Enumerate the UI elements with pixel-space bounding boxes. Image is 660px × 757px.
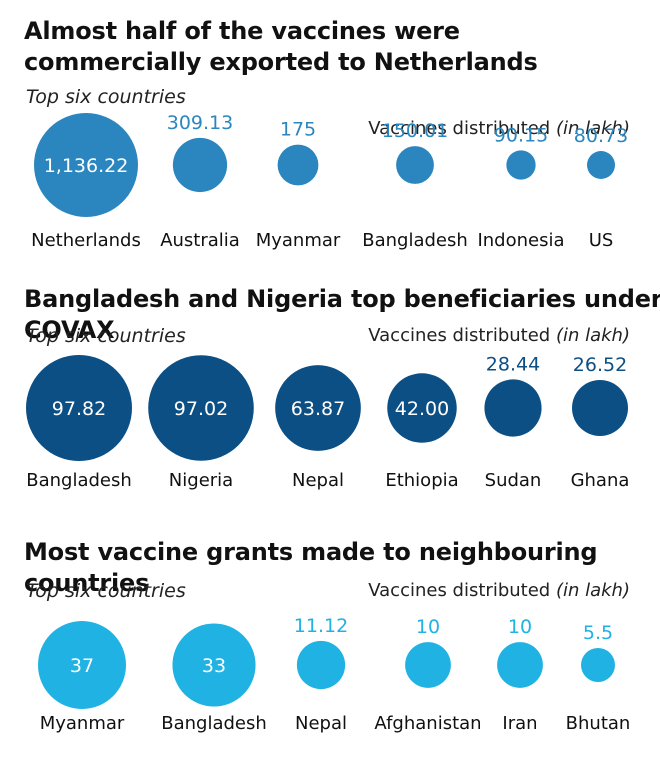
category-label: Bhutan [566, 713, 631, 734]
bubble-myanmar [38, 621, 126, 709]
category-label: Nepal [292, 470, 344, 491]
value-label: 90.15 [494, 124, 548, 146]
chart-subtitle: Top six countries [26, 580, 186, 602]
value-label: 97.82 [52, 398, 106, 420]
unit-label-text: Vaccines distributed [368, 580, 551, 601]
value-label: 33 [202, 655, 226, 677]
bubble-nepal [275, 365, 361, 451]
category-label: Myanmar [40, 713, 125, 734]
value-label: 175 [280, 119, 316, 141]
value-label: 309.13 [167, 112, 233, 134]
value-label: 5.5 [583, 622, 613, 644]
category-label: Afghanistan [374, 713, 481, 734]
bubble-chart: 37 Myanmar 33 Bangladesh 11.12 Nepal 10 Afghani… [38, 615, 631, 734]
bubble-australia [172, 137, 228, 193]
chart-title: Most vaccine grants made to neighbouring… [24, 538, 598, 597]
bubble-ghana [572, 380, 628, 436]
value-label: 11.12 [294, 615, 348, 637]
chart-subtitle: Top six countries [26, 86, 186, 108]
bubble-chart: 1,136.22 Netherlands 309.13 Australia 175 Mya… [31, 112, 628, 251]
value-label: 80.73 [574, 125, 628, 147]
bubble-bangladesh [396, 146, 434, 184]
bubble-ethiopia [387, 373, 457, 443]
category-label: Netherlands [31, 230, 141, 251]
chart-title: Almost half of the vaccines were commerc… [24, 17, 538, 76]
category-label: Nigeria [169, 470, 233, 491]
chart-title: Bangladesh and Nigeria top beneficiaries… [24, 285, 660, 344]
category-label: Bangladesh [161, 713, 267, 734]
bubble-afghanistan [405, 642, 451, 688]
bubble-netherlands [34, 113, 138, 217]
bubble-sudan [484, 379, 542, 437]
bubble-nigeria [148, 355, 254, 461]
chart-panel-grants: Most vaccine grants made to neighbouring… [0, 515, 660, 757]
bubble-bangladesh [26, 355, 132, 461]
category-label: Sudan [485, 470, 542, 491]
unit-label-text: Vaccines distributed [368, 325, 551, 346]
category-label: Bangladesh [362, 230, 468, 251]
bubble-myanmar [277, 144, 319, 186]
chart-panel-covax: Bangladesh and Nigeria top beneficiaries… [0, 260, 660, 515]
bubble-iran [497, 642, 543, 688]
chart-panel-commercial: Almost half of the vaccines were commerc… [0, 0, 660, 260]
value-label: 26.52 [573, 354, 627, 376]
value-label: 1,136.22 [44, 155, 129, 177]
unit-label: Vaccines distributed (in lakh) [368, 579, 630, 603]
unit-suffix: (in lakh) [555, 118, 630, 139]
bubble-bhutan [581, 648, 615, 682]
unit-label: Vaccines distributed (in lakh) [368, 117, 630, 141]
category-label: Ethiopia [385, 470, 458, 491]
category-label: Iran [502, 713, 537, 734]
category-label: Australia [160, 230, 240, 251]
category-label: US [589, 230, 614, 251]
value-label: 37 [70, 655, 94, 677]
bubble-nepal [296, 640, 346, 690]
bubble-chart: 97.82 Bangladesh 97.02 Nigeria 63.87 Nepal 42.… [26, 353, 630, 491]
category-label: Ghana [571, 470, 630, 491]
category-label: Nepal [295, 713, 347, 734]
value-label: 63.87 [291, 398, 345, 420]
category-label: Indonesia [477, 230, 564, 251]
category-label: Bangladesh [26, 470, 132, 491]
bubble-indonesia [506, 150, 536, 180]
unit-label: Vaccines distributed (in lakh) [368, 324, 630, 348]
unit-suffix: (in lakh) [555, 325, 630, 346]
value-label: 28.44 [486, 353, 540, 375]
value-label: 10 [416, 616, 440, 638]
bubble-bangladesh [172, 623, 256, 707]
value-label: 150.01 [382, 120, 448, 142]
value-label: 10 [508, 616, 532, 638]
value-label: 97.02 [174, 398, 228, 420]
unit-suffix: (in lakh) [555, 580, 630, 601]
chart-subtitle: Top six countries [26, 325, 186, 347]
unit-label-text: Vaccines distributed [368, 118, 551, 139]
value-label: 42.00 [395, 398, 449, 420]
category-label: Myanmar [256, 230, 341, 251]
bubble-us [587, 151, 615, 179]
